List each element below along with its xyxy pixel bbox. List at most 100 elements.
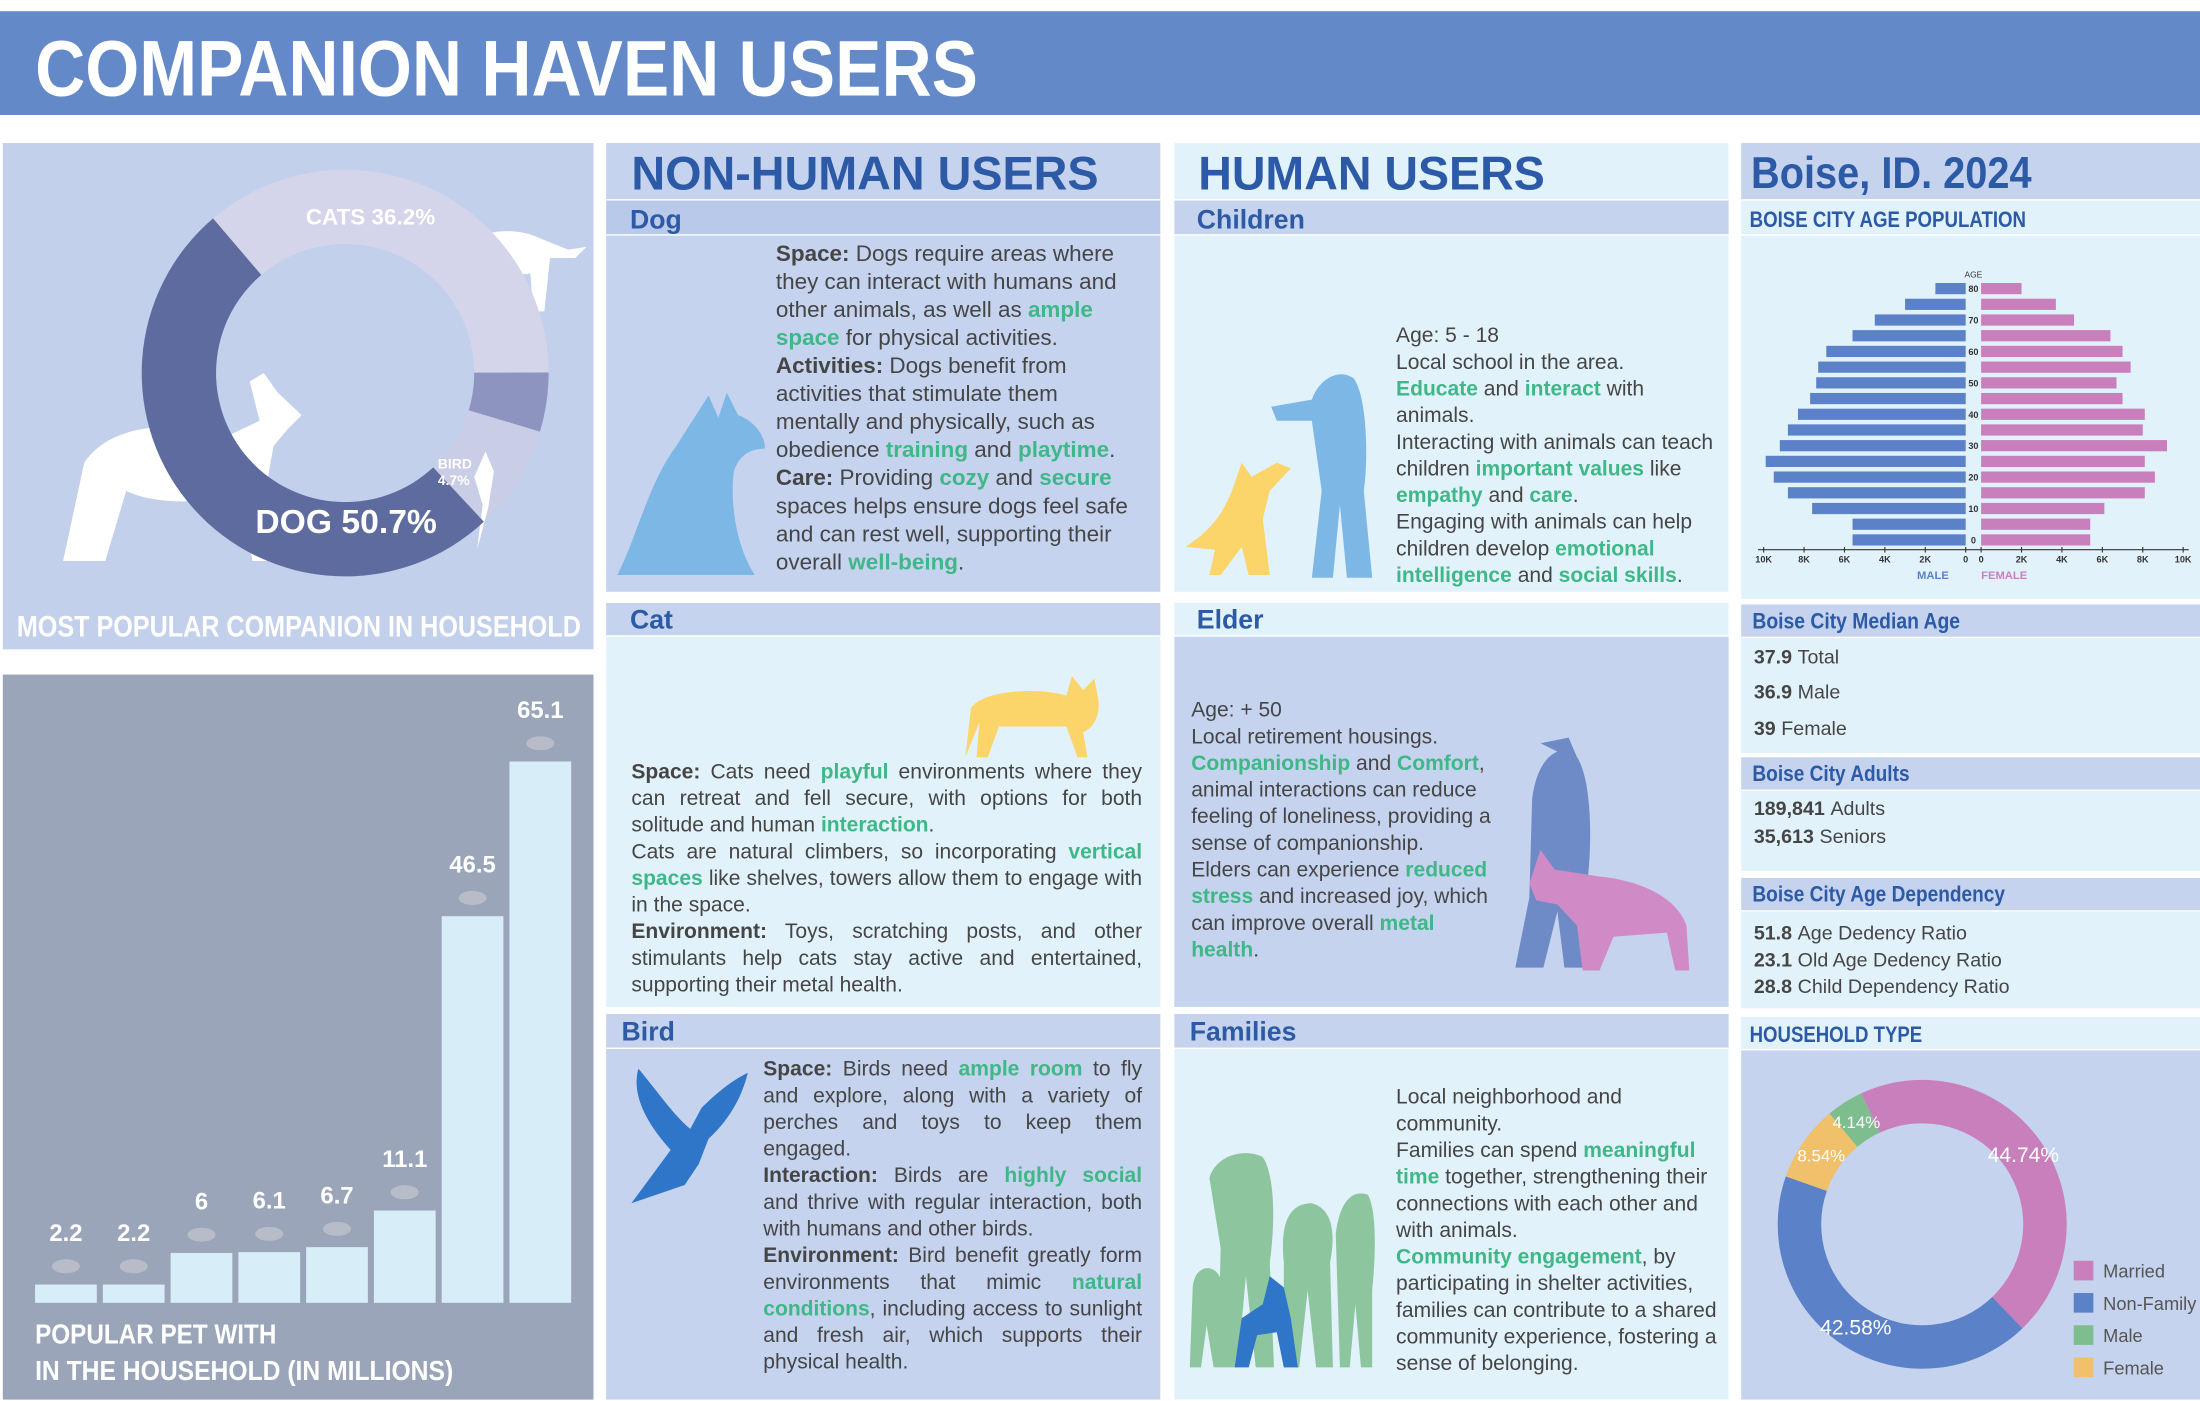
donut-slice (1785, 1113, 1858, 1191)
text-run: environments where they can retreat and … (631, 760, 1143, 838)
fact-label: Seniors (1819, 824, 1887, 848)
fact-label: Old Age Dedency Ratio (1797, 948, 2002, 971)
highlight: care (1529, 483, 1573, 508)
bar-female (1981, 283, 2022, 295)
dog-silhouette (1234, 1276, 1298, 1368)
bar (35, 1284, 97, 1303)
paragraph: Cats are natural climbers, so incorporat… (631, 839, 1142, 919)
legend-label: Married (2103, 1261, 2165, 1282)
text-run: with animals. (1396, 377, 1645, 428)
age-label: 60 (1968, 347, 1978, 357)
panel-text: Space: Cats need playful environments wh… (631, 759, 1142, 999)
slice-value: 50.7% (341, 504, 437, 541)
panel-heading: Bird (622, 1017, 675, 1047)
slice-label: CATS 36.2% (306, 204, 435, 229)
slice-label: BIRD 4.7% (438, 455, 472, 488)
bar-female (1981, 471, 2155, 483)
fact-row: 23.1 Old Age Dedency Ratio (1754, 948, 2002, 970)
text-run: for physical activities. (839, 326, 1058, 351)
bar-female (1981, 534, 2091, 546)
highlight: Community engagement (1396, 1245, 1642, 1270)
highlight: Comfort (1397, 751, 1479, 776)
highlight: interaction (820, 813, 929, 838)
text-run: like shelves, towers allow them to engag… (631, 866, 1143, 918)
text-run: Families can spend (1396, 1138, 1584, 1163)
paragraph: Environment: Bird benefit greatly form e… (763, 1243, 1142, 1376)
pet-icon (526, 736, 555, 751)
fact-heading: Boise City Age Dependency (1752, 882, 2005, 907)
highlight: Companionship (1191, 751, 1351, 776)
text-run: Local retirement housings. (1191, 725, 1439, 749)
bar-male (1812, 502, 1966, 515)
paragraph: Environment: Toys, scratching posts, and… (631, 919, 1142, 999)
paragraph: Local neighborhood and community. (1396, 1084, 1722, 1137)
text-run: and (1511, 563, 1559, 588)
text-run: to fly and explore, along with a variety… (763, 1057, 1143, 1162)
bar-female (1981, 440, 2167, 452)
panel-text: Local neighborhood and community. Familie… (1396, 1084, 1722, 1377)
bar-value-label: 6 (195, 1188, 208, 1215)
donut-slice (468, 372, 549, 432)
bird-silhouette (631, 1068, 748, 1204)
fact-row: 37.9 Total (1754, 645, 1839, 667)
text-run: Birds need (832, 1057, 959, 1082)
chart-caption: MOST POPULAR COMPANION IN HOUSEHOLD (17, 611, 581, 644)
text-run: . (1253, 938, 1260, 963)
bar-female (1981, 314, 2075, 326)
paragraph: Activities: Dogs benefit from activities… (776, 353, 1138, 465)
family-silhouette (1189, 1153, 1375, 1368)
bar-female (1981, 330, 2111, 342)
bar-value-label: 2.2 (117, 1220, 150, 1247)
cat-silhouette (965, 675, 1099, 758)
section-heading: Boise, ID. 2024 (1751, 147, 2032, 198)
fact-row: 189,841 Adults (1754, 797, 1885, 819)
fact-number: 28.8 (1753, 974, 1793, 998)
panel-heading: Families (1190, 1017, 1297, 1047)
fact-label: Age Dedency Ratio (1797, 921, 1967, 944)
legend-swatch (2073, 1325, 2094, 1345)
panel (1174, 235, 1729, 592)
text-run: . (1109, 438, 1116, 463)
bar-male (1818, 361, 1966, 373)
panel-text: Space: Birds need ample room to fly and … (763, 1056, 1142, 1376)
bar (509, 761, 572, 1303)
legend-label: Male (2103, 1325, 2143, 1346)
legend-label: Female (2103, 1357, 2164, 1378)
bar-female (1981, 518, 2091, 530)
chart-caption: IN THE HOUSEHOLD (IN MILLIONS) (35, 1355, 453, 1386)
bold-label: Environment: (763, 1243, 899, 1268)
text-run: Bird benefit greatly form environments t… (763, 1243, 1143, 1295)
text-run: . (958, 551, 965, 575)
fact-row: 51.8 Age Dedency Ratio (1754, 921, 1967, 943)
chart-title: BOISE CITY AGE POPULATION (1750, 207, 2026, 232)
text-run: and (989, 466, 1040, 491)
panel (1741, 911, 2200, 1009)
text-run: Toys, scratching posts, and other stimul… (631, 919, 1143, 998)
panel-text: Age: 5 - 18 Local school in the area. Educ… (1396, 323, 1722, 589)
fact-label: Total (1797, 645, 1840, 668)
bar-value-label: 11.1 (382, 1146, 427, 1173)
age-label: 80 (1968, 284, 1978, 294)
text-run: Birds are (877, 1163, 1005, 1188)
bar-male (1852, 534, 1966, 546)
bar (102, 1284, 165, 1303)
legend-swatch (2073, 1357, 2094, 1378)
panel (606, 143, 1161, 200)
panel-backgrounds (2, 143, 2200, 1400)
text-run: Dogs require areas where they can intera… (775, 242, 1117, 323)
paragraph: Local school in the area. (1396, 349, 1722, 376)
x-tick-label: 2K (1919, 554, 1931, 564)
text-run: Interacting with animals can teach child… (1396, 430, 1714, 482)
donut-slice (213, 169, 549, 373)
pet-icon (390, 1185, 419, 1200)
panel (606, 603, 1161, 636)
legend-swatch (2073, 1293, 2094, 1313)
pet-icon (458, 890, 487, 905)
section-heading: HUMAN USERS (1198, 147, 1545, 200)
text-run: Cats are natural climbers, so incorporat… (631, 840, 1069, 864)
bar-value-label: 65.1 (517, 697, 563, 724)
text-run: and (1477, 377, 1525, 402)
highlight: reduced stress (1191, 858, 1488, 909)
bar-value-label: 6.1 (253, 1188, 286, 1215)
age-label: 70 (1968, 316, 1978, 326)
